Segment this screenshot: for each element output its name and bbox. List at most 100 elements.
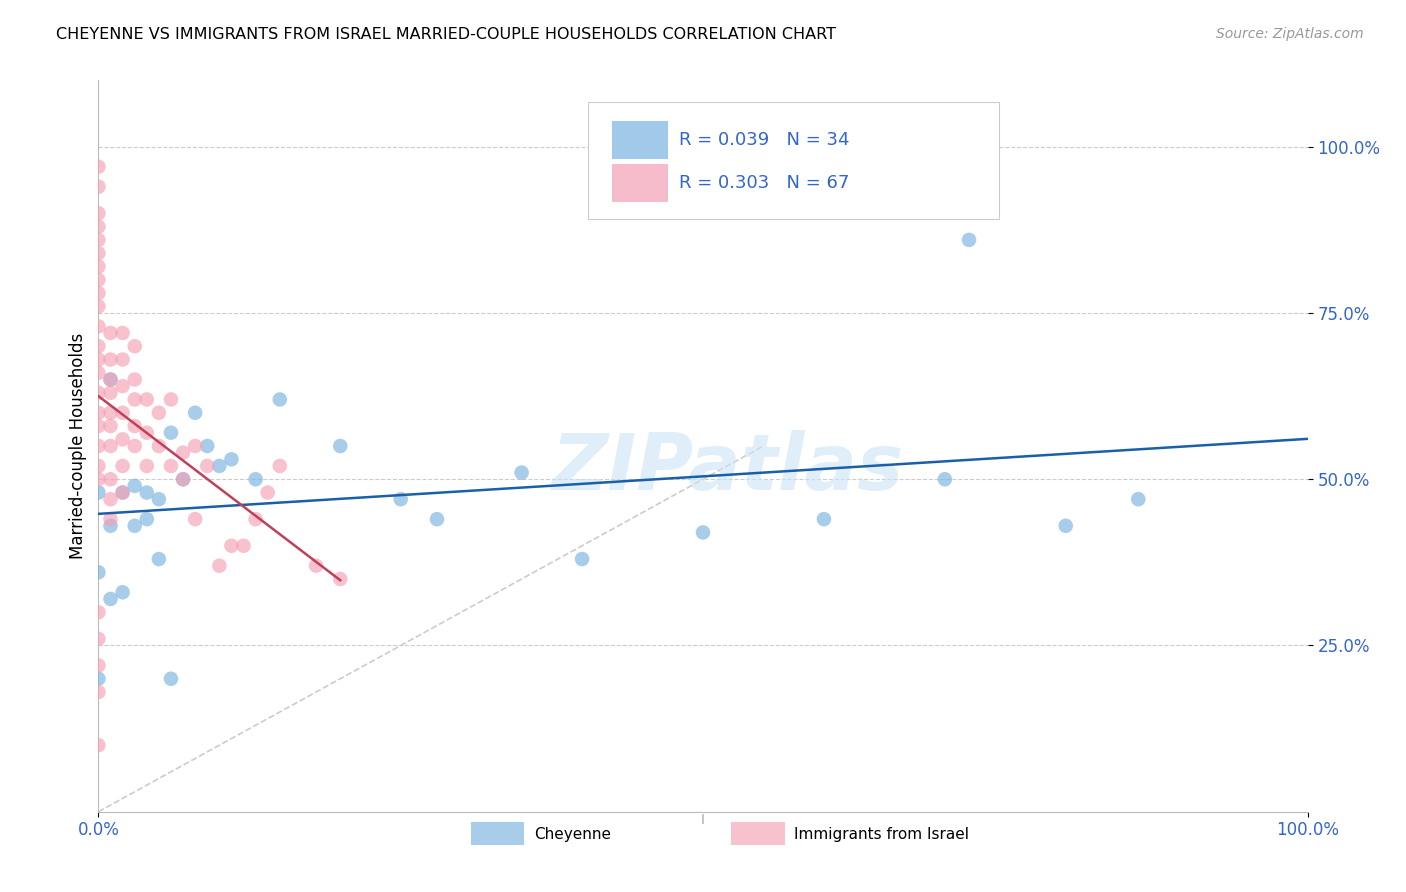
Point [87, 219, 110, 234]
Point [111, 458, 134, 473]
Point [100, 352, 122, 367]
Point [184, 406, 207, 420]
Point [87, 738, 110, 752]
Point [208, 558, 231, 573]
Point [100, 419, 122, 434]
Point [87, 246, 110, 260]
Point [87, 385, 110, 400]
Point [135, 512, 157, 526]
Point [148, 439, 170, 453]
Point [87, 632, 110, 646]
Point [100, 372, 122, 386]
Point [160, 458, 183, 473]
Point [208, 458, 231, 473]
Point [111, 485, 134, 500]
Point [100, 492, 122, 507]
Point [426, 512, 449, 526]
Point [87, 439, 110, 453]
Point [87, 179, 110, 194]
FancyBboxPatch shape [613, 164, 668, 202]
Point [135, 485, 157, 500]
Point [100, 591, 122, 606]
Point [184, 512, 207, 526]
Point [124, 392, 146, 407]
Point [87, 658, 110, 673]
Point [87, 685, 110, 699]
Point [221, 539, 243, 553]
Point [111, 352, 134, 367]
Point [172, 445, 194, 459]
Point [87, 260, 110, 274]
Point [124, 339, 146, 353]
Point [305, 558, 328, 573]
Point [221, 452, 243, 467]
Point [934, 472, 956, 486]
Y-axis label: Married-couple Households: Married-couple Households [69, 333, 87, 559]
Point [245, 472, 267, 486]
Point [329, 572, 352, 586]
Point [111, 485, 134, 500]
Point [87, 566, 110, 580]
Point [184, 439, 207, 453]
Point [87, 160, 110, 174]
Point [87, 286, 110, 301]
Text: Immigrants from Israel: Immigrants from Israel [794, 827, 969, 841]
Point [232, 539, 254, 553]
FancyBboxPatch shape [588, 103, 1000, 219]
Point [135, 458, 157, 473]
Point [87, 366, 110, 380]
Point [100, 406, 122, 420]
Point [957, 233, 980, 247]
Point [87, 206, 110, 220]
Point [256, 485, 278, 500]
Text: R = 0.039   N = 34: R = 0.039 N = 34 [679, 130, 849, 149]
Point [100, 512, 122, 526]
Point [195, 439, 218, 453]
Point [100, 518, 122, 533]
Text: CHEYENNE VS IMMIGRANTS FROM ISRAEL MARRIED-COUPLE HOUSEHOLDS CORRELATION CHART: CHEYENNE VS IMMIGRANTS FROM ISRAEL MARRI… [56, 27, 837, 42]
Text: Cheyenne: Cheyenne [534, 827, 612, 841]
Point [124, 439, 146, 453]
Point [87, 273, 110, 287]
Point [269, 458, 291, 473]
Point [148, 492, 170, 507]
Point [87, 299, 110, 313]
Point [87, 406, 110, 420]
Point [813, 512, 835, 526]
Point [87, 605, 110, 619]
Point [87, 233, 110, 247]
Point [87, 319, 110, 334]
Point [160, 425, 183, 440]
Point [571, 552, 593, 566]
Point [124, 479, 146, 493]
Point [269, 392, 291, 407]
Point [135, 392, 157, 407]
Point [160, 392, 183, 407]
Point [510, 466, 533, 480]
Point [692, 525, 714, 540]
Point [100, 439, 122, 453]
Point [245, 512, 267, 526]
Text: R = 0.303   N = 67: R = 0.303 N = 67 [679, 175, 849, 193]
Point [124, 518, 146, 533]
Point [87, 472, 110, 486]
Point [148, 552, 170, 566]
Point [87, 458, 110, 473]
Text: Source: ZipAtlas.com: Source: ZipAtlas.com [1216, 27, 1364, 41]
Point [172, 472, 194, 486]
Point [172, 472, 194, 486]
Point [389, 492, 412, 507]
Point [111, 585, 134, 599]
Point [135, 425, 157, 440]
Point [100, 385, 122, 400]
Point [100, 472, 122, 486]
Point [87, 352, 110, 367]
Text: ZIPatlas: ZIPatlas [551, 430, 903, 506]
Point [329, 439, 352, 453]
Point [148, 406, 170, 420]
Point [124, 419, 146, 434]
FancyBboxPatch shape [613, 120, 668, 159]
Point [1054, 518, 1077, 533]
Point [87, 419, 110, 434]
Point [111, 379, 134, 393]
